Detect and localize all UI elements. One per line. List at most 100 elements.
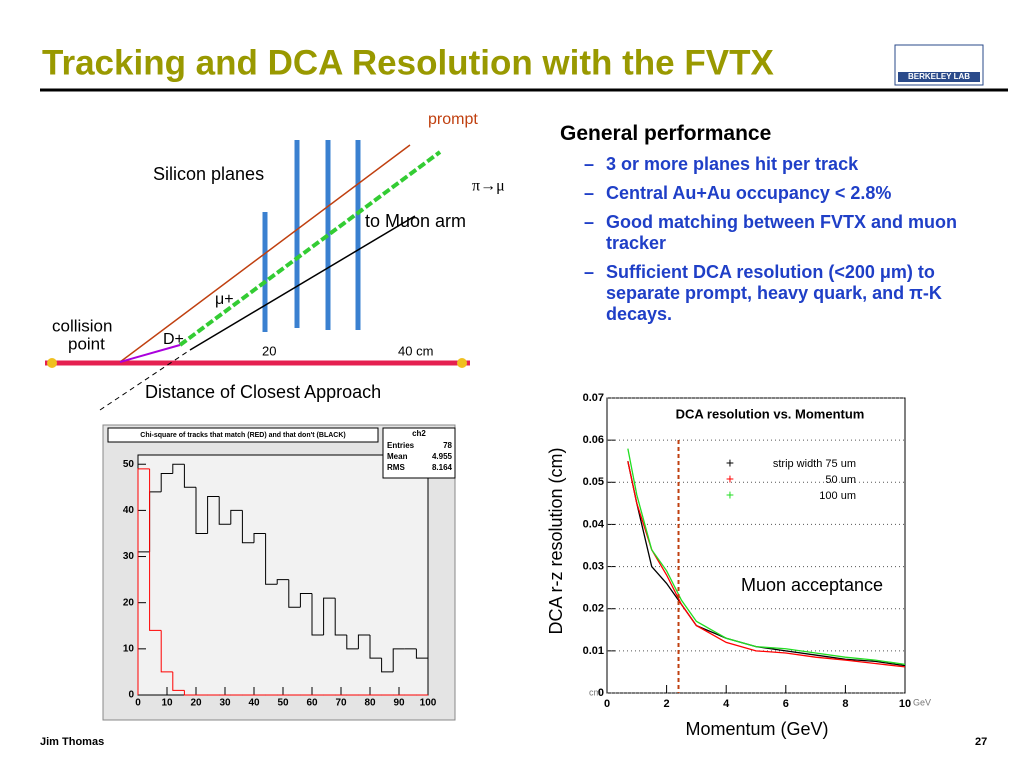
x-tick-label: 2 — [664, 698, 670, 710]
x-tick-label: 60 — [306, 698, 318, 709]
x-tick-label: 8 — [842, 698, 848, 710]
stats-name: ch2 — [412, 429, 426, 438]
page-number: 27 — [975, 736, 987, 748]
y-tick-label: 0.03 — [583, 560, 604, 572]
diagram: prompt π→μ Silicon planes to Muon arm μ+… — [40, 110, 505, 411]
legend-label: 50 um — [825, 474, 856, 486]
series-line — [627, 448, 906, 665]
stats-box — [382, 427, 456, 479]
bullets: General performance 3 or more planes hit… — [560, 122, 1010, 333]
y-tick-label: 30 — [123, 551, 135, 562]
label: point — [68, 334, 105, 353]
stats-key: RMS — [387, 463, 405, 472]
stats-value: 4.955 — [432, 452, 453, 461]
d-track — [119, 344, 181, 363]
label: 40 cm — [398, 343, 433, 358]
x-tick-label: 100 — [420, 698, 437, 709]
legend-label: 100 um — [819, 490, 856, 502]
footer-author: Jim Thomas — [40, 736, 104, 748]
bullet: 3 or more planes hit per track — [584, 154, 1010, 175]
hist-bin — [241, 510, 254, 544]
legend-marker: + — [726, 487, 734, 503]
logo-text: BERKELEY LAB — [908, 72, 970, 81]
x-tick-label: 20 — [190, 698, 202, 709]
label: π→μ — [472, 178, 505, 195]
y-tick-label: 0.06 — [583, 434, 604, 446]
hist-bin — [288, 579, 301, 608]
extrapolation — [189, 215, 416, 351]
stats-value: 78 — [443, 441, 452, 450]
hist-bin — [172, 671, 185, 691]
y-tick-label: 40 — [123, 505, 135, 516]
hist-bin — [230, 509, 243, 525]
y-tick-label: 20 — [123, 597, 135, 608]
legend-marker: + — [726, 455, 734, 471]
hist-bin — [265, 533, 278, 585]
hist-bin — [195, 487, 208, 534]
bullet: Sufficient DCA resolution (<200 μm) to s… — [584, 262, 1010, 325]
stats-key: Entries — [387, 441, 415, 450]
x-tick-label: 10 — [161, 698, 173, 709]
slide-title: Tracking and DCA Resolution with the FVT… — [42, 43, 774, 82]
hist-bin — [334, 598, 347, 636]
x-tick-label: 6 — [783, 698, 789, 710]
label: Silicon planes — [153, 164, 264, 184]
hist-bin — [381, 658, 394, 673]
dca-line — [99, 349, 191, 411]
hist-bin — [276, 579, 289, 585]
hist-bin — [299, 592, 312, 608]
hist-title: Chi-square of tracks that match (RED) an… — [140, 432, 345, 439]
label: collision — [52, 316, 112, 335]
beam-end — [47, 358, 57, 368]
hist-bin — [346, 635, 359, 650]
hist-plot — [137, 454, 429, 696]
label: Distance of Closest Approach — [145, 382, 381, 402]
hist-bin — [149, 468, 162, 631]
y-tick-label: 0.02 — [583, 603, 604, 615]
hist-bin — [160, 472, 173, 492]
y-tick-label: 0 — [128, 690, 134, 701]
muon-track — [178, 150, 442, 347]
hist-bin — [160, 630, 173, 673]
chart-title: DCA resolution vs. Momentum — [676, 406, 865, 421]
x-tick-label: 80 — [364, 698, 376, 709]
hist-bin — [183, 464, 196, 488]
plot-frame — [606, 397, 906, 694]
y-tick-label: 0.01 — [583, 645, 604, 657]
hist-bin — [172, 463, 185, 474]
y-axis-label: DCA r-z resolution (cm) — [546, 447, 566, 634]
y-tick-label: 0.04 — [583, 518, 605, 530]
y-unit: cm — [589, 687, 601, 697]
bullet-list: 3 or more planes hit per track Central A… — [560, 154, 1010, 325]
y-tick-label: 0 — [598, 687, 604, 699]
hist-bin — [415, 648, 428, 659]
x-unit: GeV — [913, 697, 931, 707]
hist-bin — [369, 635, 382, 659]
bullet: Central Au+Au occupancy < 2.8% — [584, 183, 1010, 204]
x-tick-label: 70 — [335, 698, 347, 709]
hist-title-box — [107, 427, 379, 443]
x-tick-label: 40 — [248, 698, 260, 709]
bullet-heading: General performance — [560, 122, 772, 145]
label: to Muon arm — [365, 211, 466, 231]
x-tick-label: 90 — [393, 698, 405, 709]
hist-bin — [183, 690, 196, 696]
hist-bin — [311, 593, 324, 636]
legend-marker: + — [726, 471, 734, 487]
beam-end — [457, 358, 467, 368]
legend-label: strip width 75 um — [773, 458, 856, 470]
hist-bin — [392, 648, 405, 672]
logo-band — [898, 72, 980, 82]
y-tick-label: 0.07 — [583, 392, 604, 404]
hist-bin — [253, 532, 266, 543]
label: 20 — [262, 343, 276, 358]
bullet: Good matching between FVTX and muon trac… — [584, 212, 1010, 254]
y-tick-label: 10 — [123, 643, 135, 654]
y-tick-label: 50 — [123, 459, 135, 470]
x-tick-label: 4 — [723, 698, 730, 710]
x-tick-label: 10 — [899, 698, 911, 710]
hist-bin — [207, 496, 220, 534]
hist-bin — [357, 634, 370, 649]
